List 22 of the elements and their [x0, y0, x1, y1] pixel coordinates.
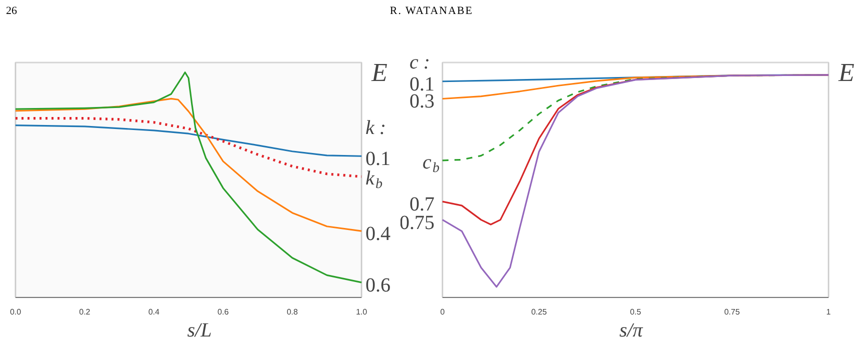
x-tick-label: 1	[826, 308, 832, 316]
text: R. WATANABE	[390, 5, 474, 17]
x-tick-label: 0.4	[148, 308, 160, 316]
series-label: 0.4	[366, 223, 390, 246]
text: 26	[6, 4, 17, 19]
y-axis-title: E	[838, 58, 854, 87]
legend-title: k :	[366, 117, 386, 140]
series-label: 0.1	[366, 148, 390, 170]
x-tick-label: 0.25	[531, 308, 548, 316]
x-tick-label: 0.2	[79, 308, 91, 316]
x-tick-label: 0.75	[724, 308, 740, 316]
x-tick-label: 0	[440, 308, 446, 316]
x-tick-label: 0.8	[286, 308, 298, 316]
series-label: 0.6	[366, 274, 390, 296]
legend-title: c :	[410, 51, 430, 74]
x-tick-label: 0.6	[218, 308, 230, 316]
x-tick-label: 0.5	[630, 308, 642, 316]
x-tick-label: 0.0	[10, 308, 22, 316]
x-axis-title: s/π	[619, 320, 644, 342]
x-tick-label: 1.0	[356, 308, 368, 316]
x-axis-title: s/L	[187, 320, 212, 342]
y-axis-title: E	[370, 58, 388, 87]
